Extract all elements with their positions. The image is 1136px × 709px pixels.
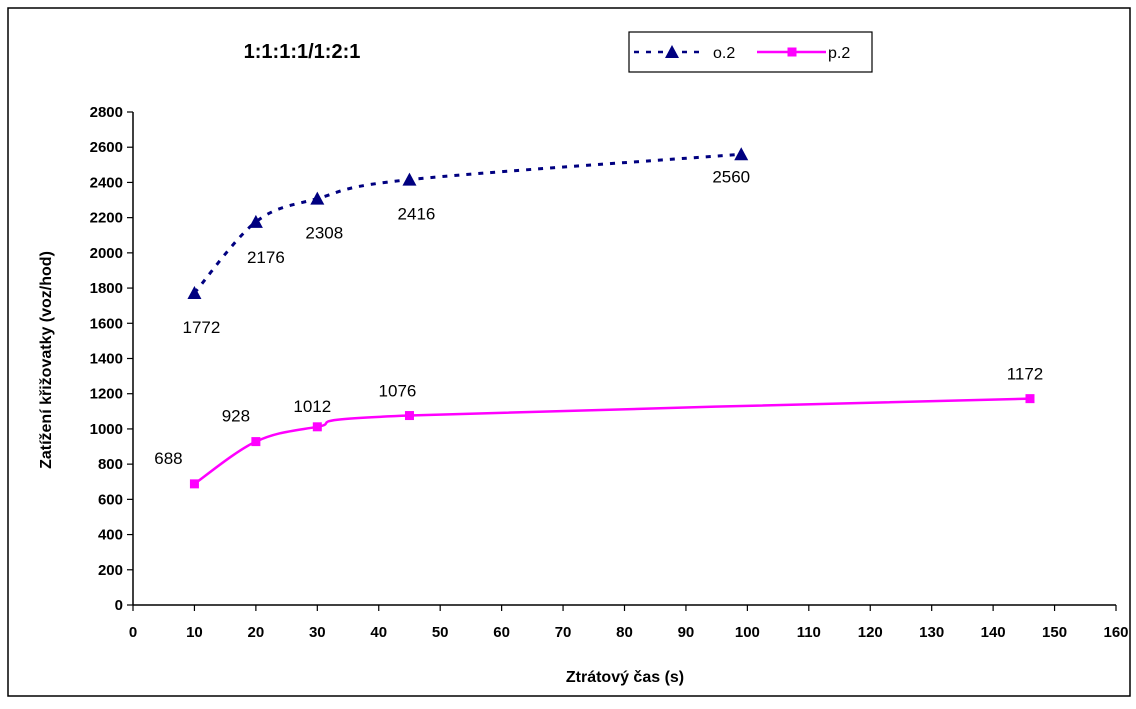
plot-area: 0200400600800100012001400160018002000220…: [90, 104, 1129, 641]
data-label-o.2: 1772: [183, 318, 221, 337]
data-label-o.2: 2176: [247, 248, 285, 267]
chart-title: 1:1:1:1/1:2:1: [244, 41, 361, 63]
y-tick-label: 2600: [90, 139, 123, 156]
data-point-p.2: [189, 479, 199, 489]
x-tick-label: 50: [432, 624, 449, 641]
data-point-o.2: [187, 286, 202, 300]
x-tick-label: 110: [797, 624, 821, 641]
data-point-o.2: [310, 191, 325, 205]
y-tick-label: 2200: [90, 210, 123, 227]
y-axis-title: Zatížení křižovatky (voz/hod): [38, 251, 55, 469]
data-label-p.2: 928: [222, 407, 250, 426]
data-point-p.2: [404, 411, 414, 421]
x-tick-label: 150: [1042, 624, 1067, 641]
data-point-p.2: [251, 437, 261, 447]
y-tick-label: 2000: [90, 245, 123, 262]
y-tick-label: 1600: [90, 315, 123, 332]
x-tick-label: 10: [186, 624, 203, 641]
y-tick-label: 1000: [90, 421, 123, 438]
y-tick-label: 600: [98, 491, 123, 508]
data-point-o.2: [402, 172, 417, 186]
legend-marker-p2: [787, 47, 797, 57]
data-point-p.2: [312, 422, 322, 432]
data-label-p.2: 1076: [379, 382, 417, 401]
x-tick-label: 120: [858, 624, 883, 641]
x-axis-title: Ztrátový čas (s): [566, 669, 684, 686]
x-tick-label: 100: [735, 624, 760, 641]
x-tick-label: 70: [555, 624, 572, 641]
data-label-p.2: 688: [154, 449, 182, 468]
data-label-o.2: 2416: [398, 205, 436, 224]
data-point-o.2: [734, 147, 749, 161]
x-tick-label: 160: [1103, 624, 1128, 641]
x-tick-label: 0: [129, 624, 137, 641]
x-tick-label: 40: [370, 624, 387, 641]
x-tick-label: 130: [919, 624, 944, 641]
y-tick-label: 2400: [90, 174, 123, 191]
y-tick-label: 800: [98, 456, 123, 473]
y-tick-label: 1200: [90, 386, 123, 403]
y-tick-label: 400: [98, 527, 123, 544]
data-point-o.2: [248, 214, 263, 228]
x-tick-label: 80: [616, 624, 633, 641]
x-tick-label: 90: [678, 624, 695, 641]
legend-marker-o2: [665, 45, 679, 58]
chart-frame: [7, 7, 1131, 697]
y-tick-label: 2800: [90, 104, 123, 121]
data-label-p.2: 1172: [1007, 365, 1044, 384]
x-tick-label: 60: [493, 624, 510, 641]
data-point-p.2: [1025, 394, 1035, 404]
data-label-p.2: 1012: [293, 397, 331, 416]
y-tick-label: 1800: [90, 280, 123, 297]
legend: o.2 p.2: [628, 31, 873, 73]
data-label-o.2: 2308: [305, 224, 343, 243]
x-tick-label: 30: [309, 624, 326, 641]
legend-label-o2: o.2: [713, 45, 735, 62]
x-tick-label: 20: [248, 624, 265, 641]
series-line-o.2: [193, 152, 742, 294]
y-tick-label: 1400: [90, 351, 123, 368]
y-tick-label: 0: [115, 597, 123, 614]
legend-label-p2: p.2: [828, 45, 850, 62]
y-tick-label: 200: [98, 562, 123, 579]
data-label-o.2: 2560: [712, 167, 750, 186]
x-tick-label: 140: [981, 624, 1006, 641]
